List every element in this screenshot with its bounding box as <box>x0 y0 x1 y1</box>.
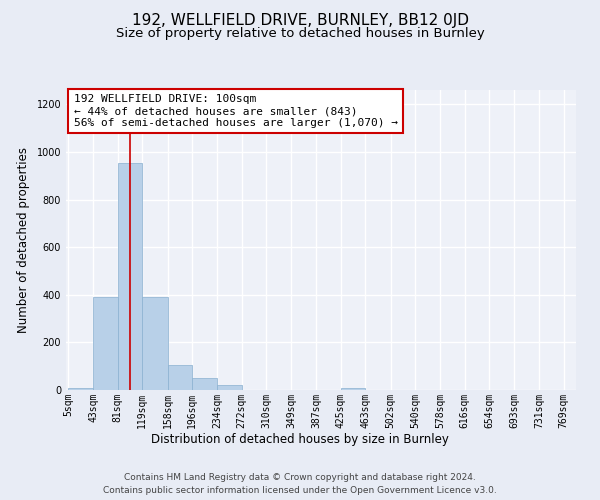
Bar <box>68 388 93 390</box>
Bar <box>167 365 192 390</box>
Y-axis label: Number of detached properties: Number of detached properties <box>17 147 29 333</box>
Text: 192, WELLFIELD DRIVE, BURNLEY, BB12 0JD: 192, WELLFIELD DRIVE, BURNLEY, BB12 0JD <box>131 12 469 28</box>
Text: Contains public sector information licensed under the Open Government Licence v3: Contains public sector information licen… <box>103 486 497 495</box>
Bar <box>192 378 217 390</box>
Text: Size of property relative to detached houses in Burnley: Size of property relative to detached ho… <box>116 28 484 40</box>
Text: 192 WELLFIELD DRIVE: 100sqm
← 44% of detached houses are smaller (843)
56% of se: 192 WELLFIELD DRIVE: 100sqm ← 44% of det… <box>74 94 398 128</box>
Bar <box>93 297 118 390</box>
Bar <box>118 162 142 390</box>
Text: Distribution of detached houses by size in Burnley: Distribution of detached houses by size … <box>151 432 449 446</box>
Bar <box>142 297 167 390</box>
Text: Contains HM Land Registry data © Crown copyright and database right 2024.: Contains HM Land Registry data © Crown c… <box>124 472 476 482</box>
Bar <box>217 385 242 390</box>
Bar <box>341 388 365 390</box>
